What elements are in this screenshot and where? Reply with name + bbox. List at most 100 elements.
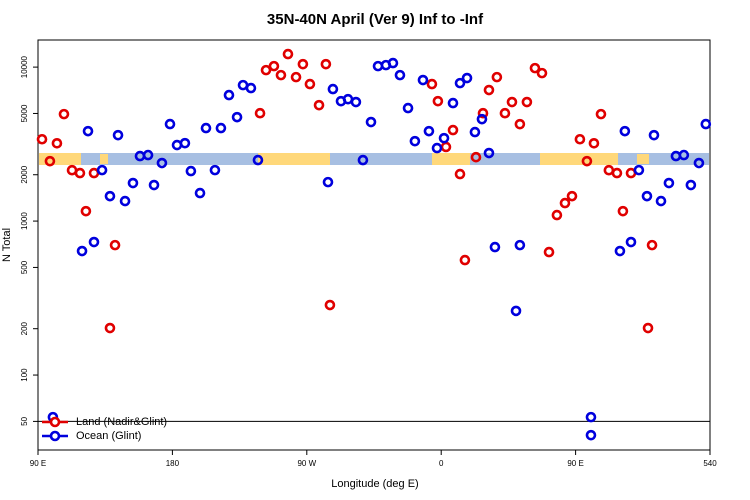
point	[231, 111, 243, 123]
point	[423, 125, 435, 137]
point	[476, 113, 488, 125]
y-tick-label: 50	[20, 416, 29, 425]
point	[700, 118, 712, 130]
point	[574, 133, 586, 145]
series	[36, 48, 658, 334]
point	[76, 245, 88, 257]
y-tick-label: 1000	[20, 212, 29, 230]
point	[514, 239, 526, 251]
legend-label: Land (Nadir&Glint)	[76, 416, 167, 428]
point	[409, 135, 421, 147]
point	[483, 84, 495, 96]
point	[112, 129, 124, 141]
x-tick-label: 0	[439, 459, 444, 468]
point	[179, 137, 191, 149]
point	[614, 245, 626, 257]
point	[459, 254, 471, 266]
land-strip	[637, 154, 649, 164]
x-axis-label: Longitude (deg E)	[331, 478, 418, 490]
point	[461, 72, 473, 84]
y-tick-label: 200	[20, 321, 29, 335]
point	[185, 165, 197, 177]
x-tick-label: 180	[166, 459, 180, 468]
point	[470, 151, 482, 163]
point	[440, 141, 452, 153]
series	[47, 57, 712, 441]
point	[641, 190, 653, 202]
point	[483, 147, 495, 159]
point	[322, 176, 334, 188]
land-strip	[540, 153, 618, 165]
point	[514, 118, 526, 130]
point	[536, 67, 548, 79]
x-tick-label: 90 E	[30, 459, 46, 468]
point	[619, 125, 631, 137]
point	[290, 71, 302, 83]
point	[506, 96, 518, 108]
point	[678, 149, 690, 161]
point	[320, 58, 332, 70]
point	[164, 118, 176, 130]
point	[80, 205, 92, 217]
legend-label: Ocean (Glint)	[76, 430, 141, 442]
point	[156, 157, 168, 169]
y-tick-label: 500	[20, 260, 29, 274]
point	[551, 209, 563, 221]
point	[88, 236, 100, 248]
chart-title: 35N-40N April (Ver 9) Inf to -Inf	[267, 11, 484, 28]
y-axis-label: N Total	[1, 228, 13, 262]
point	[426, 78, 438, 90]
point	[693, 157, 705, 169]
point	[588, 138, 600, 149]
point	[304, 78, 316, 90]
point	[510, 305, 522, 317]
point	[431, 142, 443, 154]
point	[268, 60, 280, 72]
point	[297, 58, 309, 70]
legend-item: Land (Nadir&Glint)	[42, 416, 167, 428]
point	[260, 64, 272, 76]
y-tick-label: 100	[20, 368, 29, 382]
y-tick-label: 5000	[20, 104, 29, 122]
point	[432, 95, 444, 107]
point	[566, 190, 578, 202]
legend-item: Ocean (Glint)	[42, 430, 141, 442]
point	[499, 107, 511, 119]
point	[447, 124, 459, 136]
point	[44, 155, 56, 167]
legend-marker	[49, 416, 61, 428]
point	[245, 82, 257, 94]
point	[685, 179, 697, 191]
point	[491, 71, 503, 83]
point	[275, 69, 287, 81]
y-tick-label: 2000	[20, 165, 29, 183]
point	[148, 179, 160, 191]
point	[324, 299, 336, 311]
point	[617, 205, 629, 217]
point	[194, 187, 206, 199]
point	[357, 154, 369, 166]
point	[82, 125, 94, 137]
map-strip	[39, 153, 709, 165]
point	[119, 195, 131, 207]
point	[142, 149, 154, 161]
x-tick-label: 540	[703, 459, 717, 468]
point	[521, 96, 533, 108]
point	[595, 108, 607, 120]
point	[36, 133, 48, 145]
point	[127, 177, 139, 189]
point	[313, 99, 325, 111]
point	[282, 48, 294, 60]
point	[447, 97, 459, 109]
point	[642, 322, 654, 334]
point	[633, 164, 645, 176]
y-tick-label: 10000	[20, 55, 29, 78]
point	[454, 168, 466, 180]
point	[252, 154, 264, 166]
point	[489, 241, 501, 253]
point	[254, 107, 266, 119]
point	[663, 177, 675, 189]
point	[104, 190, 116, 202]
